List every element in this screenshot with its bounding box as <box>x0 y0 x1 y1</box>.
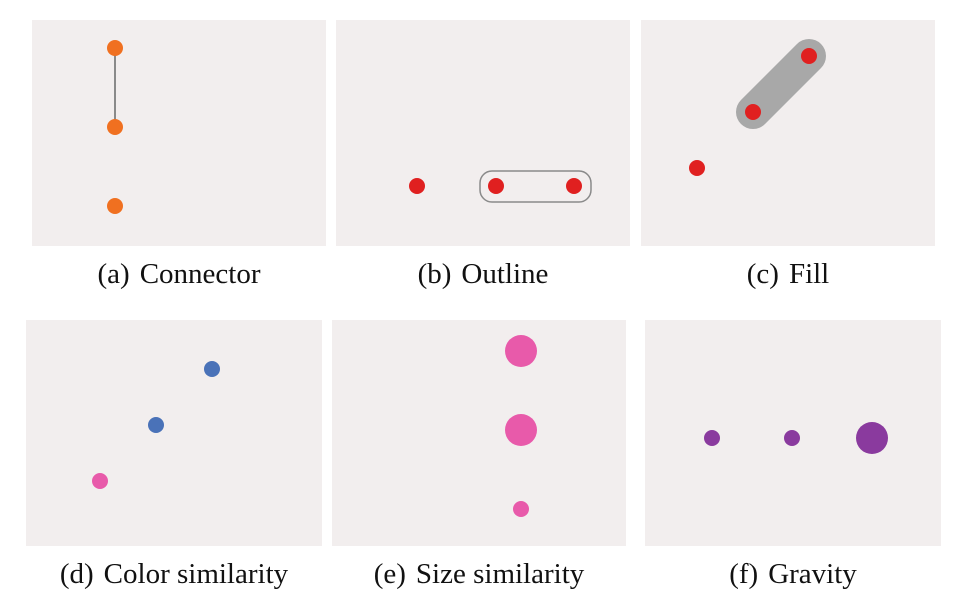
purple-dot-middle <box>784 430 800 446</box>
red-dot-filled-upper <box>801 48 817 64</box>
caption-tag: (c) <box>746 258 779 290</box>
caption-tag: (d) <box>59 558 94 590</box>
caption-text: Size similarity <box>415 558 585 590</box>
red-dot-left <box>409 178 425 194</box>
outline-diagram <box>409 170 592 203</box>
gravity-diagram <box>704 422 888 454</box>
caption-tag: (a) <box>97 258 130 290</box>
panel-connector <box>32 20 326 246</box>
connector-diagram <box>107 40 123 214</box>
red-dot-outlined-left <box>488 178 504 194</box>
caption-fill: (c) Fill <box>641 258 935 291</box>
caption-outline: (b) Outline <box>336 258 630 291</box>
panel-size-similarity <box>332 320 626 546</box>
caption-gravity: (f) Gravity <box>645 558 941 591</box>
outline-enclosure <box>479 170 592 203</box>
pink-dot-large-top <box>505 335 537 367</box>
caption-text: Color similarity <box>103 558 289 590</box>
caption-tag: (f) <box>729 558 759 590</box>
caption-size-similarity: (e) Size similarity <box>332 558 626 591</box>
pink-dot-small <box>513 501 529 517</box>
caption-text: Outline <box>461 258 549 290</box>
pink-dot-large-middle <box>505 414 537 446</box>
caption-tag: (b) <box>417 258 452 290</box>
pink-dot <box>92 473 108 489</box>
orange-dot-top <box>107 40 123 56</box>
panel-fill <box>641 20 935 246</box>
caption-color-similarity: (d) Color similarity <box>26 558 322 591</box>
purple-dot-large <box>856 422 888 454</box>
orange-dot-middle <box>107 119 123 135</box>
blue-dot-upper <box>204 361 220 377</box>
caption-tag: (e) <box>373 558 406 590</box>
panel-gravity <box>645 320 941 546</box>
fill-diagram <box>689 39 826 176</box>
orange-dot-bottom <box>107 198 123 214</box>
caption-text: Connector <box>139 258 261 290</box>
caption-connector: (a) Connector <box>32 258 326 291</box>
caption-text: Fill <box>788 258 830 290</box>
red-dot-outside <box>689 160 705 176</box>
red-dot-outlined-right <box>566 178 582 194</box>
fill-band <box>736 39 826 129</box>
purple-dot-left <box>704 430 720 446</box>
caption-text: Gravity <box>768 558 857 590</box>
blue-dot-lower <box>148 417 164 433</box>
panel-color-similarity <box>26 320 322 546</box>
red-dot-filled-lower <box>745 104 761 120</box>
panel-outline <box>336 20 630 246</box>
color-similarity-diagram <box>92 361 220 489</box>
size-similarity-diagram <box>505 335 537 517</box>
